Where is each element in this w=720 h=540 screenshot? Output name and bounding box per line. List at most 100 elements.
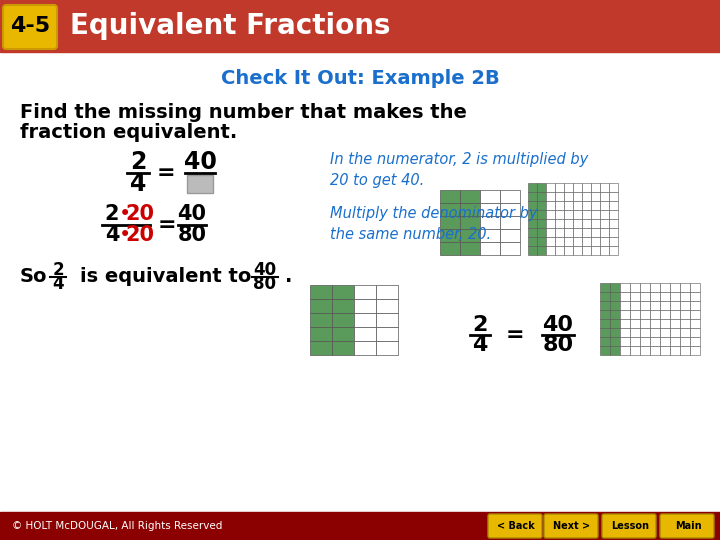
Bar bbox=[555, 228, 564, 237]
Text: 40: 40 bbox=[178, 204, 207, 224]
Bar bbox=[546, 228, 555, 237]
Bar bbox=[670, 301, 680, 310]
Bar bbox=[620, 283, 630, 292]
Bar bbox=[670, 283, 680, 292]
Bar bbox=[650, 292, 660, 301]
Bar bbox=[480, 190, 500, 203]
Bar bbox=[680, 301, 690, 310]
Bar bbox=[630, 283, 640, 292]
FancyBboxPatch shape bbox=[544, 514, 598, 538]
Bar bbox=[630, 328, 640, 337]
Bar bbox=[591, 228, 600, 237]
Bar bbox=[546, 183, 555, 192]
Bar bbox=[609, 228, 618, 237]
Bar bbox=[376, 299, 398, 313]
Bar bbox=[630, 292, 640, 301]
Bar bbox=[660, 337, 670, 346]
Bar bbox=[480, 242, 500, 255]
Bar bbox=[537, 219, 546, 228]
Bar bbox=[460, 242, 480, 255]
Bar bbox=[660, 346, 670, 355]
FancyBboxPatch shape bbox=[488, 514, 542, 538]
Text: =: = bbox=[158, 215, 176, 235]
Bar bbox=[660, 328, 670, 337]
Bar bbox=[582, 237, 591, 246]
Bar bbox=[440, 242, 460, 255]
Bar bbox=[555, 183, 564, 192]
Bar bbox=[650, 346, 660, 355]
Bar bbox=[600, 319, 610, 328]
Bar bbox=[610, 328, 620, 337]
Bar bbox=[310, 299, 332, 313]
Bar bbox=[620, 310, 630, 319]
Bar bbox=[564, 237, 573, 246]
Bar bbox=[310, 327, 332, 341]
Bar bbox=[620, 301, 630, 310]
Text: 2: 2 bbox=[472, 315, 487, 335]
Text: Lesson: Lesson bbox=[611, 521, 649, 531]
Text: 2: 2 bbox=[52, 261, 64, 279]
Bar bbox=[690, 319, 700, 328]
Bar bbox=[650, 328, 660, 337]
Text: < Back: < Back bbox=[497, 521, 535, 531]
Bar bbox=[564, 183, 573, 192]
Bar bbox=[600, 183, 609, 192]
Text: Multiply the denominator by
the same number, 20.: Multiply the denominator by the same num… bbox=[330, 206, 538, 242]
Text: Next >: Next > bbox=[554, 521, 590, 531]
Bar bbox=[376, 285, 398, 299]
Bar bbox=[528, 183, 537, 192]
Bar bbox=[610, 346, 620, 355]
Bar bbox=[610, 319, 620, 328]
Bar bbox=[528, 201, 537, 210]
Text: 2: 2 bbox=[130, 150, 146, 174]
Bar bbox=[630, 319, 640, 328]
Bar bbox=[640, 319, 650, 328]
Bar bbox=[620, 292, 630, 301]
Bar bbox=[582, 219, 591, 228]
Bar bbox=[354, 299, 376, 313]
Bar bbox=[600, 246, 609, 255]
Bar bbox=[670, 292, 680, 301]
Bar bbox=[670, 319, 680, 328]
Text: 80: 80 bbox=[253, 275, 276, 293]
Bar bbox=[480, 203, 500, 216]
Bar bbox=[670, 337, 680, 346]
Bar bbox=[640, 346, 650, 355]
Bar bbox=[600, 192, 609, 201]
Bar bbox=[480, 229, 500, 242]
Bar bbox=[546, 219, 555, 228]
Bar bbox=[376, 341, 398, 355]
Bar bbox=[690, 310, 700, 319]
Bar bbox=[500, 216, 520, 229]
Bar bbox=[573, 201, 582, 210]
Bar bbox=[528, 210, 537, 219]
Bar bbox=[600, 310, 610, 319]
Bar bbox=[564, 201, 573, 210]
Bar bbox=[630, 346, 640, 355]
Bar bbox=[376, 327, 398, 341]
Bar bbox=[591, 192, 600, 201]
Bar bbox=[332, 327, 354, 341]
Bar bbox=[610, 301, 620, 310]
Bar bbox=[376, 313, 398, 327]
Bar bbox=[573, 183, 582, 192]
Bar bbox=[630, 301, 640, 310]
FancyBboxPatch shape bbox=[3, 5, 57, 49]
Bar bbox=[354, 313, 376, 327]
Bar bbox=[600, 283, 610, 292]
Bar bbox=[660, 310, 670, 319]
Bar bbox=[537, 210, 546, 219]
Bar bbox=[640, 337, 650, 346]
Bar bbox=[600, 210, 609, 219]
Bar bbox=[640, 292, 650, 301]
Bar bbox=[609, 210, 618, 219]
Bar bbox=[680, 337, 690, 346]
Bar bbox=[564, 228, 573, 237]
Bar bbox=[600, 201, 609, 210]
Bar bbox=[500, 203, 520, 216]
Bar bbox=[591, 201, 600, 210]
Text: In the numerator, 2 is multiplied by
20 to get 40.: In the numerator, 2 is multiplied by 20 … bbox=[330, 152, 588, 188]
FancyBboxPatch shape bbox=[602, 514, 656, 538]
Bar bbox=[546, 237, 555, 246]
Bar bbox=[537, 228, 546, 237]
